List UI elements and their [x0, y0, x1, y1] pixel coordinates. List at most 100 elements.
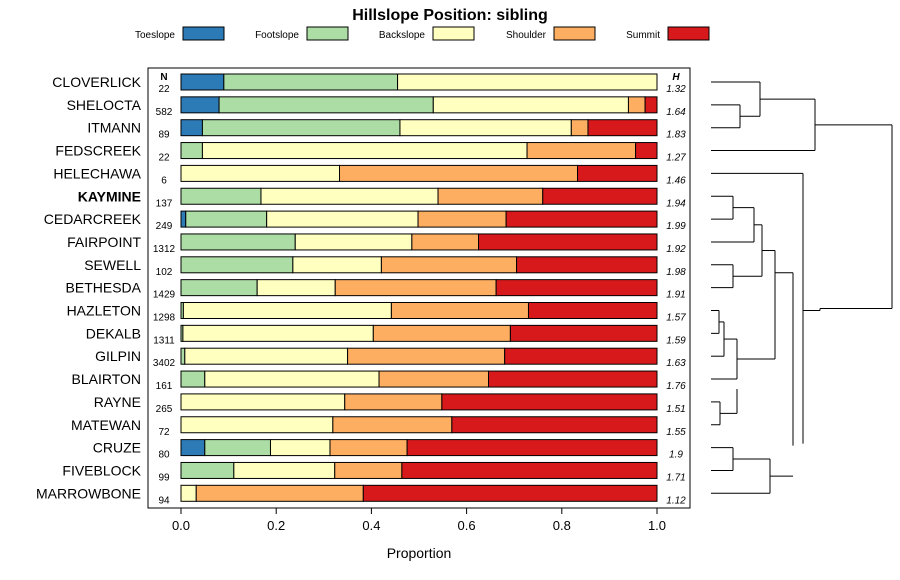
legend-label: Footslope — [255, 30, 299, 41]
bar-segment-shoulder — [332, 416, 453, 434]
n-value: 137 — [156, 198, 173, 209]
row-hazleton: HAZLETON 1298 1.57 — [67, 302, 686, 324]
bar-segment-summit — [635, 142, 658, 160]
plot-frame — [147, 67, 691, 509]
bar-segment-shoulder — [372, 324, 511, 342]
n-value: 1311 — [153, 335, 175, 346]
n-value: 102 — [156, 267, 173, 278]
bar-segment-shoulder — [344, 393, 443, 411]
h-column-header: H — [672, 72, 680, 83]
bar-segment-backslope — [269, 439, 331, 457]
x-tick-label: 0.8 — [553, 518, 571, 533]
bar-segment-summit — [516, 256, 658, 274]
h-value: 1.46 — [666, 175, 686, 186]
bar-segment-footslope — [218, 96, 434, 114]
x-axis: 0.0 0.2 0.4 0.6 0.8 1.0 — [172, 508, 666, 533]
x-tick-label: 0.0 — [172, 518, 190, 533]
h-value: 1.92 — [666, 244, 686, 255]
h-value: 1.94 — [666, 198, 686, 209]
bar-segment-shoulder — [339, 164, 579, 182]
bar-segment-summit — [577, 164, 658, 182]
bar-segment-shoulder — [411, 233, 479, 251]
h-value: 1.63 — [666, 358, 686, 369]
n-value: 3402 — [153, 358, 176, 369]
h-value: 1.12 — [666, 495, 686, 506]
chart-title: Hillslope Position: sibling — [352, 7, 548, 24]
n-value: 1312 — [153, 244, 176, 255]
h-value: 1.57 — [666, 313, 686, 324]
legend: Toeslope Footslope Backslope Shoulder Summit — [135, 26, 710, 41]
bar-segment-footslope — [180, 279, 258, 297]
row-fedscreek: FEDSCREEK 22 1.27 — [55, 142, 686, 164]
row-label: CEDARCREEK — [44, 211, 142, 227]
h-value: 1.64 — [666, 107, 686, 118]
bar-segment-summit — [587, 119, 658, 137]
row-dekalb: DEKALB 1311 1.59 — [86, 324, 686, 346]
n-value: 265 — [156, 404, 173, 415]
legend-label: Toeslope — [135, 30, 175, 41]
bar-segment-backslope — [233, 461, 336, 479]
row-sewell: SEWELL 102 1.98 — [84, 256, 686, 278]
n-value: 161 — [156, 381, 173, 392]
h-value: 1.32 — [666, 84, 686, 95]
row-matewan: MATEWAN 72 1.55 — [71, 416, 686, 438]
bar-segment-footslope — [180, 187, 262, 205]
x-tick-label: 1.0 — [648, 518, 666, 533]
bar-segment-backslope — [182, 324, 374, 342]
bar-segment-summit — [478, 233, 658, 251]
h-value: 1.76 — [666, 381, 686, 392]
row-fairpoint: FAIRPOINT 1312 1.92 — [67, 233, 686, 255]
bar-segment-footslope — [223, 73, 399, 91]
bar-segment-backslope — [266, 210, 419, 228]
bar-segment-summit — [542, 187, 658, 205]
bar-segment-summit — [451, 416, 658, 434]
bar-segment-shoulder — [570, 119, 589, 137]
row-label: HELECHAWA — [53, 165, 141, 181]
bar-segment-shoulder — [347, 347, 506, 365]
bar-segment-backslope — [432, 96, 629, 114]
bar-segment-footslope — [180, 370, 206, 388]
n-value: 94 — [158, 495, 170, 506]
bar-segment-shoulder — [334, 461, 403, 479]
n-value: 80 — [158, 450, 170, 461]
legend-label: Summit — [626, 30, 660, 41]
row-helechawa: HELECHAWA 6 1.46 — [53, 164, 686, 186]
bar-segment-summit — [495, 279, 658, 297]
bar-segment-shoulder — [417, 210, 507, 228]
h-value: 1.99 — [666, 221, 686, 232]
row-label: DEKALB — [86, 325, 141, 341]
bar-segment-backslope — [399, 119, 572, 137]
bar-segment-shoulder — [329, 439, 408, 457]
bar-segment-backslope — [204, 370, 380, 388]
bar-segment-backslope — [201, 142, 528, 160]
legend-item-shoulder: Shoulder — [506, 26, 596, 41]
h-value: 1.27 — [666, 153, 686, 164]
bar-segment-toeslope — [180, 210, 187, 228]
bar-segment-summit — [406, 439, 658, 457]
legend-swatch — [432, 26, 475, 41]
bar-segment-backslope — [184, 347, 349, 365]
n-value: 6 — [161, 175, 167, 186]
n-value: 582 — [156, 107, 173, 118]
row-shelocta: SHELOCTA 582 1.64 — [67, 96, 686, 118]
bar-segment-toeslope — [180, 96, 220, 114]
bar-segment-summit — [441, 393, 658, 411]
x-tick-label: 0.4 — [362, 518, 380, 533]
dendrogram — [711, 81, 893, 494]
row-label: HAZLETON — [67, 303, 141, 319]
bar-segment-shoulder — [390, 302, 529, 319]
row-label: MARROWBONE — [36, 485, 141, 501]
legend-item-summit: Summit — [626, 26, 710, 41]
bar-segment-toeslope — [180, 439, 206, 457]
row-cloverlick: CLOVERLICK 22 1.32 — [52, 73, 686, 95]
h-value: 1.55 — [666, 427, 686, 438]
bar-segment-footslope — [180, 256, 294, 274]
h-value: 1.71 — [666, 472, 685, 483]
bar-segment-shoulder — [627, 96, 646, 114]
n-value: 22 — [158, 84, 170, 95]
bar-segment-summit — [527, 302, 658, 319]
row-itmann: ITMANN 89 1.83 — [87, 119, 686, 141]
row-cedarcreek: CEDARCREEK 249 1.99 — [44, 210, 686, 232]
bar-segment-summit — [505, 210, 658, 228]
